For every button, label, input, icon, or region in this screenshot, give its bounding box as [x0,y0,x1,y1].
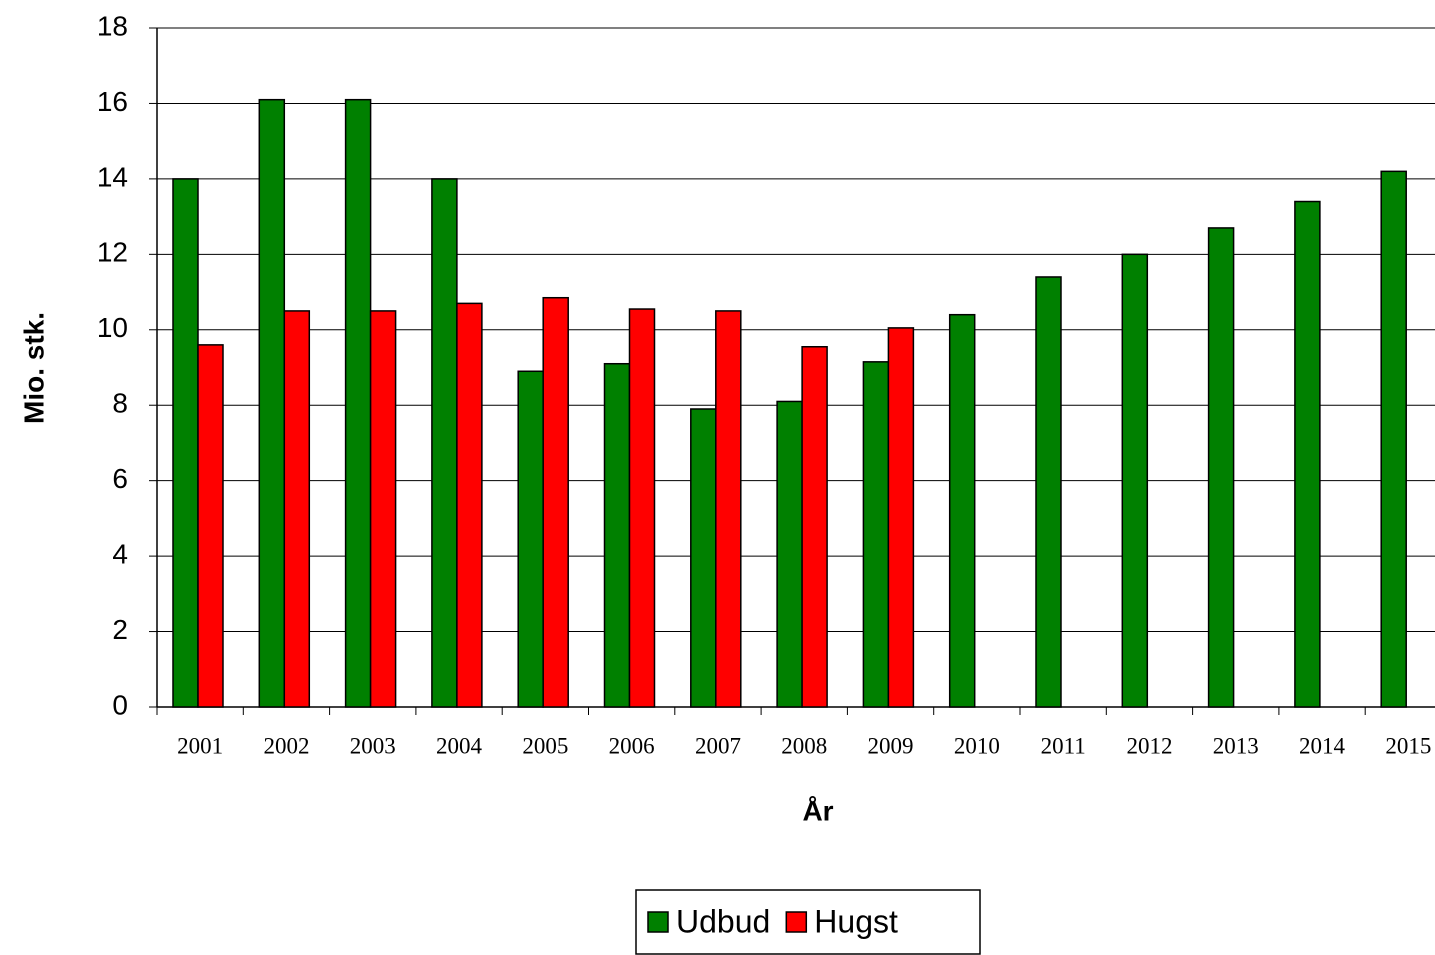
x-axis-title: År [802,795,833,826]
x-tick-label: 2009 [868,733,914,758]
legend-box [635,889,981,955]
x-tick-label: 2002 [263,733,309,758]
x-tick-label: 2006 [609,733,655,758]
bar [1035,276,1062,708]
bar [456,302,483,708]
bar [1121,253,1149,708]
bar [542,296,569,708]
y-tick-label: 18 [97,10,128,41]
legend-swatch [647,911,669,933]
bar [801,346,828,708]
bar [1380,170,1407,708]
bar [862,361,890,708]
y-tick-label: 14 [97,161,128,192]
x-tick-label: 2004 [436,733,483,758]
y-axis-title: Mio. stk. [18,312,49,424]
bar [431,178,458,708]
x-tick-label: 2010 [954,733,1000,758]
y-tick-label: 6 [112,463,128,494]
x-tick-label: 2003 [350,733,396,758]
bar [172,178,199,708]
x-tick-label: 2014 [1299,733,1346,758]
bar [1207,227,1235,708]
x-tick-label: 2013 [1213,733,1259,758]
x-tick-label: 2008 [781,733,827,758]
bar [369,310,397,708]
bar [690,408,717,708]
legend-label: Hugst [814,903,898,939]
bar [283,310,311,708]
x-tick-label: 2005 [522,733,568,758]
y-tick-label: 12 [97,237,128,268]
x-tick-label: 2011 [1041,733,1086,758]
x-tick-label: 2012 [1126,733,1172,758]
bar [344,98,372,708]
y-tick-label: 8 [112,388,128,419]
bar [628,308,656,708]
bar [603,362,631,708]
y-tick-label: 10 [97,312,128,343]
x-tick-label: 2001 [177,733,223,758]
bar [776,400,803,708]
bar [1294,200,1321,708]
y-tick-label: 4 [112,539,128,570]
y-tick-label: 2 [112,614,128,645]
legend-label: Udbud [676,903,770,939]
bar [517,370,544,708]
bar [948,313,976,708]
bar [197,344,224,708]
bar [887,327,915,708]
legend-swatch [785,911,808,933]
y-tick-label: 0 [112,689,128,720]
x-tick-label: 2007 [695,733,741,758]
bar [715,310,742,708]
bar [258,98,286,708]
x-tick-label: 2015 [1385,733,1431,758]
y-tick-label: 16 [97,86,128,117]
